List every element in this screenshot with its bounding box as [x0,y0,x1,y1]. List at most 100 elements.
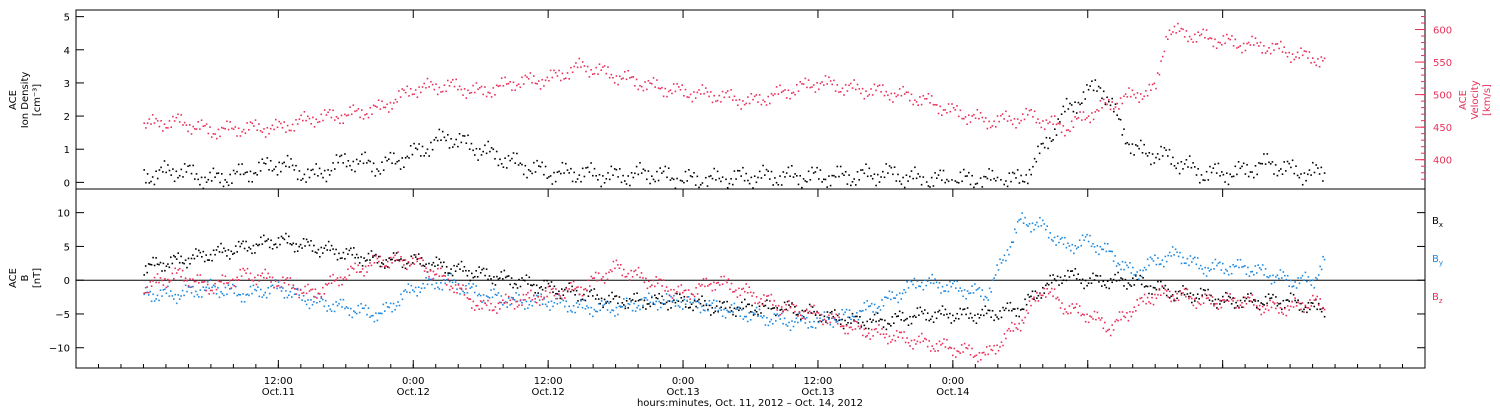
velocity-point [1237,46,1240,48]
velocity-point [888,98,891,101]
field-point [1289,279,1292,282]
field-point [870,328,873,331]
density-point [236,170,238,173]
field-point [674,301,677,304]
velocity-point [259,130,262,132]
velocity-point [470,91,473,94]
velocity-point [249,121,252,123]
field-point [1117,262,1119,265]
field-point [953,347,956,350]
field-point [423,265,426,267]
field-point [347,268,349,270]
field-point [463,266,466,268]
field-point [955,356,957,358]
field-point [146,271,148,274]
field-point [656,297,659,300]
field-point [916,280,919,282]
field-point [1217,298,1220,301]
velocity-point [1242,42,1245,45]
density-point [1280,168,1282,170]
field-point [257,286,259,288]
field-point [1145,268,1147,271]
density-point [470,142,473,145]
field-point [1227,273,1230,276]
velocity-point [1015,127,1017,129]
velocity-point [1226,33,1228,36]
field-point [862,309,864,312]
velocity-point [838,91,840,93]
velocity-point [1305,50,1307,53]
field-point [288,283,290,286]
velocity-point [1168,29,1171,32]
field-point [794,321,796,323]
date-tick-label: Oct.11 [262,387,295,398]
density-point [551,183,554,185]
field-point [1310,302,1313,304]
field-point [775,305,777,307]
field-point [850,318,852,321]
time-tick-label: 0:00 [402,376,424,387]
field-point [1146,296,1149,299]
density-point [870,175,872,177]
field-point [149,263,151,266]
field-point [1158,289,1161,291]
field-point [217,245,219,248]
density-point [823,178,825,181]
field-point [996,316,998,318]
field-point [342,298,345,301]
density-point [241,163,243,165]
density-point [237,163,240,166]
field-point [295,293,297,295]
field-point [947,290,950,293]
field-point [772,322,774,325]
density-point [1192,162,1194,164]
velocity-point [1317,58,1319,60]
field-point [1132,266,1134,269]
field-point [1260,302,1262,304]
field-point [1139,297,1141,300]
field-point [482,299,485,302]
velocity-point [757,101,759,103]
field-point [580,286,582,289]
field-point [996,344,998,347]
field-point [311,250,314,252]
field-point [925,284,927,287]
density-point [705,176,707,179]
field-point [713,281,715,284]
velocity-point [801,82,803,85]
field-point [587,279,590,282]
field-point [1086,313,1088,316]
density-point [231,182,233,184]
field-point [333,253,336,255]
field-point [913,339,916,341]
field-point [674,292,677,295]
field-point [705,303,708,305]
field-point [645,277,647,280]
field-point [578,303,581,306]
field-point [178,261,181,264]
field-point [907,324,910,326]
density-point [905,174,908,176]
velocity-point [428,86,430,88]
field-point [673,294,675,297]
velocity-point [608,76,611,79]
field-point [661,295,663,298]
density-point [563,172,565,174]
field-point [447,272,449,274]
field-point [1309,308,1311,311]
density-point [892,173,894,176]
density-point [325,180,328,183]
field-point [687,289,690,291]
field-point [999,346,1001,348]
field-point [1061,282,1063,284]
field-point [507,275,510,277]
field-point [1204,293,1206,295]
field-point [776,309,778,311]
field-point [631,276,634,278]
field-point [630,269,632,272]
density-point [467,134,469,137]
field-point [208,287,210,289]
field-point [484,274,486,277]
density-point [1091,80,1093,82]
field-point [1083,239,1085,241]
